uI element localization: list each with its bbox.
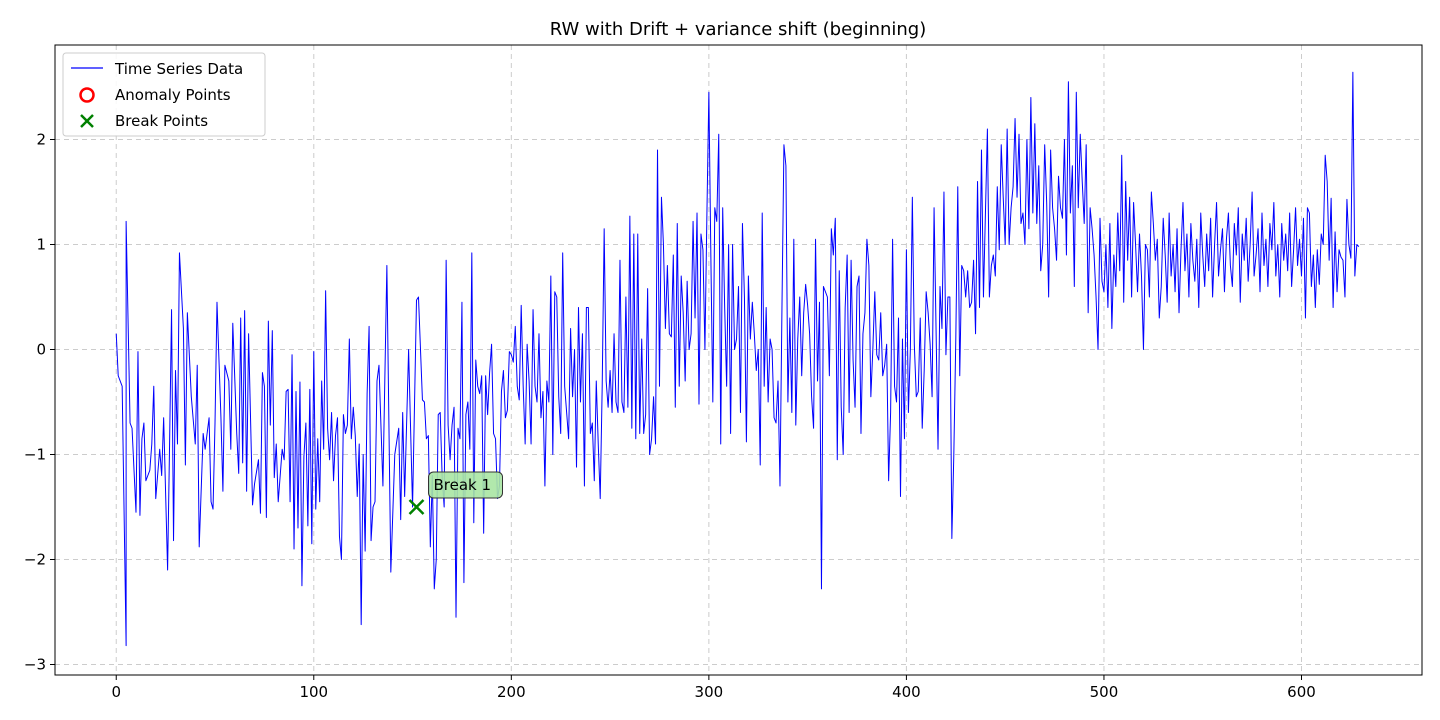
grid-layer: [55, 45, 1422, 675]
break-annotation-label: Break 1: [434, 476, 492, 494]
x-tick-label: 0: [111, 683, 121, 701]
legend-item-anomaly: Anomaly Points: [115, 86, 231, 104]
legend: Time Series Data Anomaly Points Break Po…: [62, 52, 266, 137]
x-tick-label: 500: [1090, 683, 1119, 701]
y-tick-label: 0: [36, 341, 46, 359]
x-tick-label: 400: [892, 683, 921, 701]
y-tick-label: −1: [24, 446, 46, 464]
plot-frame: [54, 44, 1423, 676]
legend-anomaly-icon: [79, 87, 95, 103]
axis-layer: 0 100 200 300 400 500 600 −3 −2 −1 0 1 2: [24, 131, 1316, 702]
marks-layer: Break 1: [408, 471, 504, 515]
series-line: [115, 71, 1360, 647]
y-tick-label: −2: [24, 551, 46, 569]
x-tick-label: 200: [497, 683, 526, 701]
x-tick-label: 100: [299, 683, 328, 701]
break-annotation-box: [428, 471, 504, 499]
y-tick-label: 2: [36, 131, 46, 149]
legend-box: [62, 52, 266, 137]
series-layer: [115, 71, 1360, 647]
legend-break-icon: [80, 114, 94, 128]
y-tick-label: 1: [36, 236, 46, 254]
x-tick-label: 300: [695, 683, 724, 701]
legend-item-series: Time Series Data: [114, 60, 243, 78]
legend-item-break: Break Points: [115, 112, 208, 130]
x-tick-label: 600: [1287, 683, 1316, 701]
break-point-marker: [408, 499, 425, 515]
y-tick-label: −3: [24, 656, 46, 674]
chart-title: RW with Drift + variance shift (beginnin…: [550, 19, 927, 40]
